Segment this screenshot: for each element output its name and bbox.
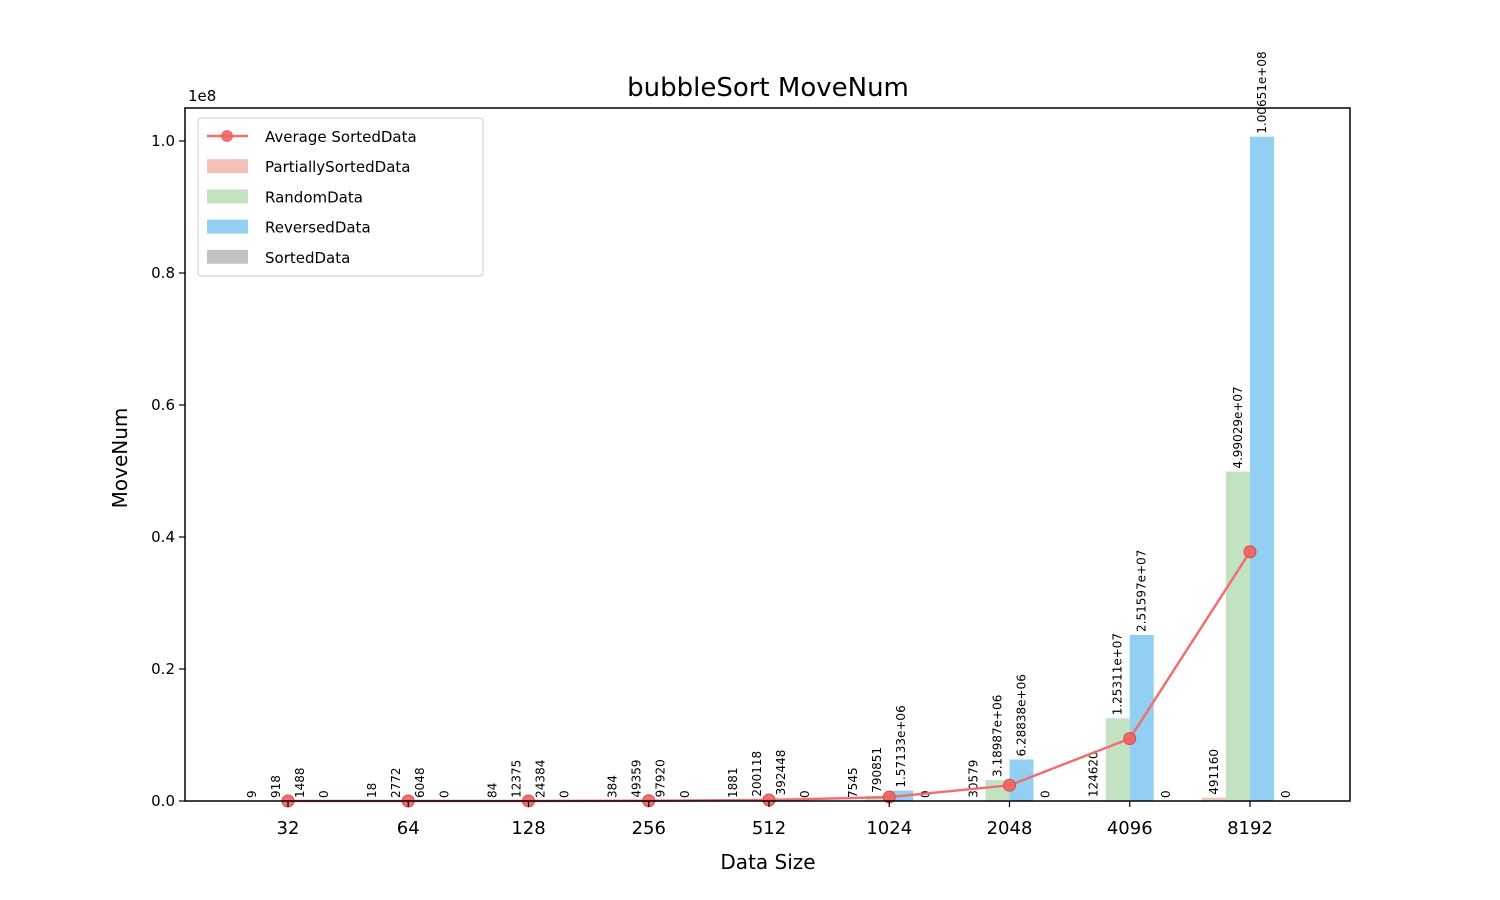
bar-label-RandomData-64: 2772 (389, 767, 403, 798)
bar-label-RandomData-32: 918 (269, 775, 283, 798)
legend-item-PartiallySortedData: PartiallySortedData (207, 158, 411, 176)
x-tick-label: 8192 (1227, 818, 1273, 839)
bar-label-RandomData-128: 12375 (510, 760, 524, 798)
x-tick-label: 128 (511, 818, 545, 839)
bar-label-SortedData-8192: 0 (1279, 790, 1293, 798)
bar-label-ReversedData-128: 24384 (534, 760, 548, 798)
y-tick-label: 0.4 (151, 528, 175, 546)
legend-swatch (207, 249, 248, 264)
bar-label-ReversedData-32: 1488 (293, 767, 307, 798)
bar-label-ReversedData-4096: 2.51597e+07 (1135, 550, 1149, 632)
x-tick-label: 32 (277, 818, 300, 839)
bar-label-RandomData-256: 49359 (630, 759, 644, 797)
bar-label-PartiallySortedData-256: 384 (606, 775, 620, 798)
bar-label-PartiallySortedData-8192: 491160 (1207, 749, 1221, 795)
bar-label-SortedData-2048: 0 (1039, 790, 1053, 798)
legend-item-average: Average SortedData (207, 128, 417, 146)
legend-label: SortedData (265, 249, 350, 267)
x-tick-label: 64 (397, 818, 420, 839)
bar-label-ReversedData-1024: 1.57133e+06 (894, 705, 908, 787)
y-tick-label: 0.0 (151, 792, 175, 810)
x-axis: 32 64 128 256 512 1024 2048 4096 8192 (277, 801, 1273, 839)
y-axis: 0.0 0.2 0.4 0.6 0.8 1.0 (151, 132, 185, 810)
bar-label-SortedData-512: 0 (798, 790, 812, 798)
legend-label: Average SortedData (265, 128, 417, 146)
legend-swatch (207, 159, 248, 174)
legend-swatch (207, 189, 248, 204)
average-point-2048 (1003, 778, 1016, 792)
legend: Average SortedData PartiallySortedData Ran… (197, 117, 484, 277)
bar-ReversedData-8192 (1250, 136, 1274, 802)
legend-item-RandomData: RandomData (207, 188, 363, 206)
bar-label-PartiallySortedData-2048: 30579 (967, 760, 981, 798)
bar-label-PartiallySortedData-128: 84 (486, 783, 500, 798)
average-point-8192 (1243, 545, 1257, 559)
legend-item-SortedData: SortedData (207, 249, 350, 267)
y-axis-offset: 1e8 (188, 87, 216, 105)
bar-label-PartiallySortedData-1024: 7545 (846, 767, 860, 798)
bar-label-ReversedData-64: 6048 (413, 767, 427, 798)
bar-label-RandomData-512: 200118 (750, 751, 764, 797)
bar-label-PartiallySortedData-32: 9 (245, 790, 259, 798)
y-axis-label: MoveNum (108, 408, 132, 509)
legend-box (197, 117, 484, 277)
bar-label-ReversedData-2048: 6.28838e+06 (1015, 674, 1029, 756)
y-tick-label: 1.0 (151, 132, 175, 150)
bar-label-SortedData-128: 0 (558, 790, 572, 798)
x-tick-label: 256 (632, 818, 666, 839)
bars-layer (240, 136, 1274, 802)
x-tick-label: 512 (752, 818, 786, 839)
bar-label-RandomData-2048: 3.18987e+06 (991, 695, 1005, 777)
x-axis-label: Data Size (720, 850, 815, 874)
x-tick-label: 1024 (866, 818, 912, 839)
plot-frame (184, 107, 1351, 802)
bar-label-RandomData-1024: 790851 (870, 747, 884, 793)
bar-label-SortedData-32: 0 (317, 790, 331, 798)
bar-PartiallySortedData-8192 (1202, 797, 1226, 801)
bar-RandomData-8192 (1226, 471, 1250, 801)
legend-swatch (207, 219, 248, 234)
legend-label: ReversedData (265, 219, 371, 237)
bar-label-PartiallySortedData-512: 1881 (726, 767, 740, 798)
legend-item-ReversedData: ReversedData (207, 219, 371, 237)
y-tick-label: 0.8 (151, 264, 175, 282)
bar-RandomData-4096 (1105, 718, 1130, 801)
bar-label-ReversedData-8192: 1.00651e+08 (1255, 51, 1269, 133)
bar-label-PartiallySortedData-64: 18 (365, 783, 379, 798)
bar-label-RandomData-4096: 1.25311e+07 (1111, 633, 1125, 715)
average-point-4096 (1123, 732, 1137, 746)
bar-label-RandomData-8192: 4.99029e+07 (1231, 386, 1245, 468)
x-tick-label: 2048 (987, 818, 1033, 839)
legend-marker-swatch (221, 130, 233, 142)
bar-label-SortedData-256: 0 (678, 790, 692, 798)
bar-label-ReversedData-256: 97920 (654, 759, 668, 797)
chart-title: bubbleSort MoveNum (627, 73, 909, 103)
bar-label-PartiallySortedData-4096: 124620 (1087, 751, 1101, 797)
y-tick-label: 0.2 (151, 660, 175, 678)
bar-label-SortedData-4096: 0 (1159, 790, 1173, 798)
bar-label-ReversedData-512: 392448 (774, 750, 788, 796)
bar-label-SortedData-64: 0 (437, 790, 451, 798)
x-tick-label: 4096 (1107, 818, 1153, 839)
legend-label: PartiallySortedData (265, 158, 411, 176)
legend-label: RandomData (265, 188, 363, 206)
y-tick-label: 0.6 (151, 396, 175, 414)
